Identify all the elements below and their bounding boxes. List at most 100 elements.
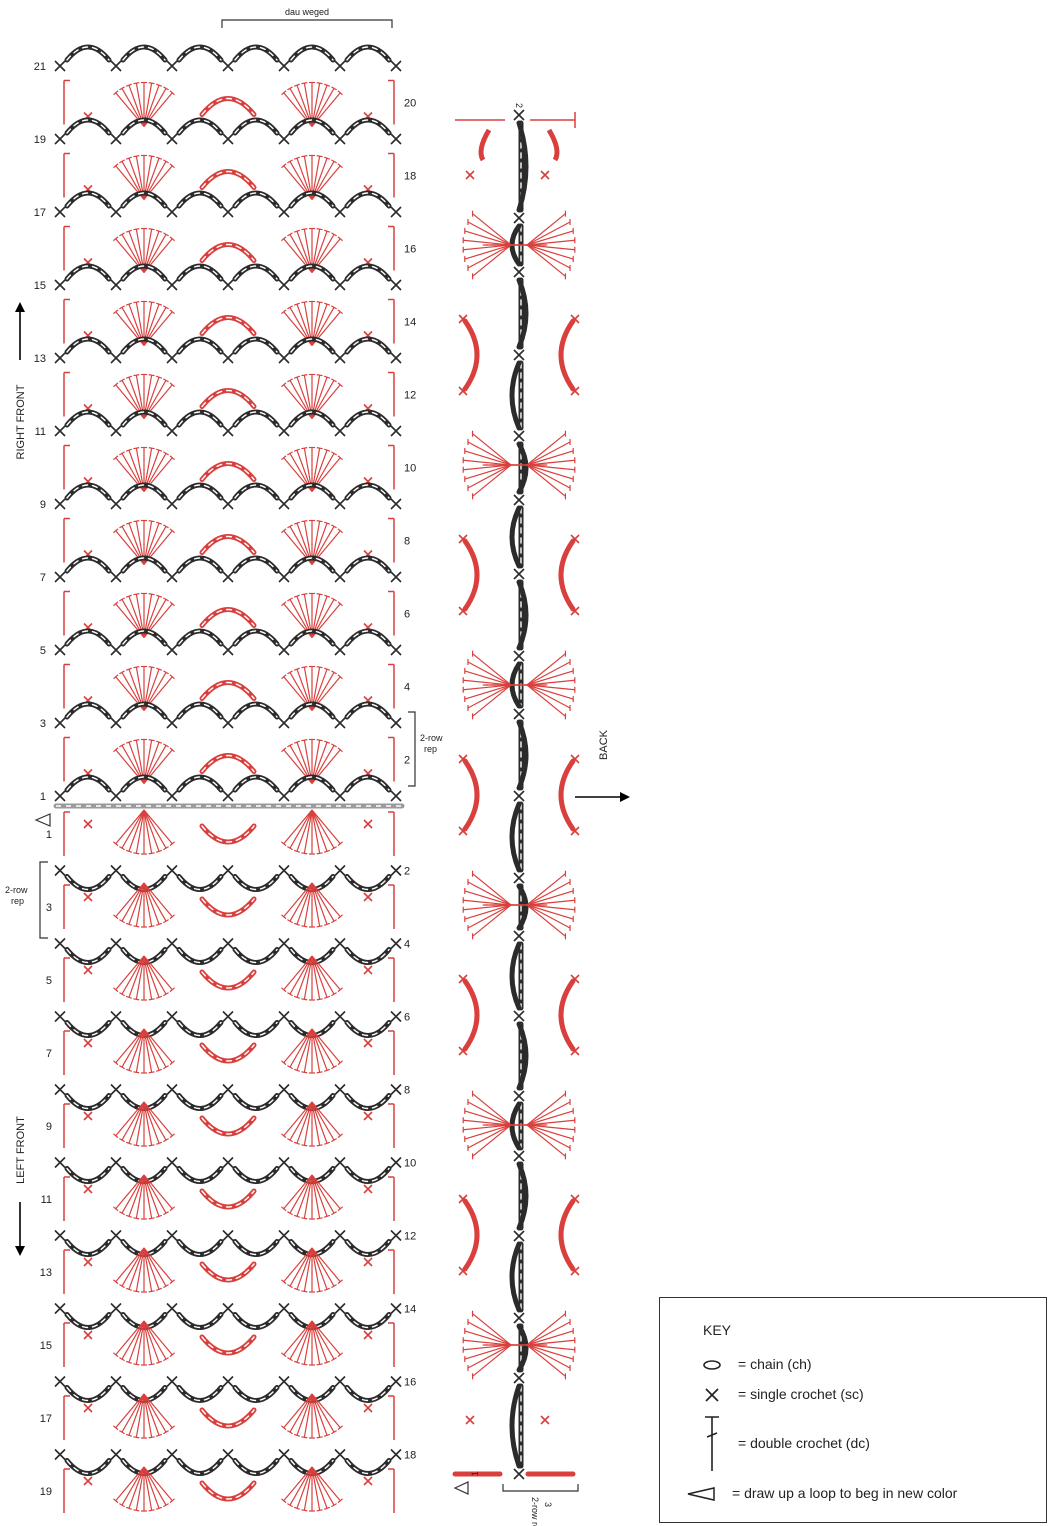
left-front-label-group: LEFT FRONT — [15, 1116, 27, 1256]
dc-stitch — [296, 1320, 313, 1363]
chain-arc-detail — [234, 411, 278, 426]
dc-top — [287, 232, 293, 237]
dc-stitch — [311, 1247, 335, 1287]
dc-stitch — [135, 882, 145, 927]
sc-mark — [166, 1156, 178, 1169]
back-dc-stitch — [526, 244, 574, 260]
row-number: 2 — [404, 866, 410, 878]
dc-top — [287, 1138, 293, 1143]
dc-top — [133, 1290, 140, 1293]
sc-mark — [570, 1266, 580, 1276]
dc-top — [331, 86, 337, 91]
back-dc-stitch — [526, 899, 575, 906]
dc-top — [169, 382, 175, 388]
chain-arc-detail — [346, 1313, 390, 1329]
sc-mark — [334, 133, 346, 145]
dc-top — [331, 378, 337, 383]
dc-top — [156, 667, 163, 671]
sc-mark — [334, 1156, 346, 1169]
chain-arc-detail — [178, 1386, 222, 1402]
back-chain-arc — [516, 579, 529, 651]
dc-stitch — [303, 955, 313, 1000]
back-dc-stitch — [526, 881, 571, 906]
row-number: 14 — [404, 1304, 416, 1316]
dc-top — [148, 852, 155, 855]
dc-top — [133, 1436, 140, 1439]
dc-top — [133, 739, 140, 742]
dc-stitch — [115, 1320, 145, 1356]
dc-top — [287, 159, 293, 164]
dc-top — [287, 1065, 293, 1070]
dc-stitch — [311, 1174, 341, 1210]
dc-stitch — [311, 1174, 335, 1214]
sc-mark — [54, 571, 66, 583]
dc-top — [125, 156, 132, 160]
dc-top — [287, 1284, 293, 1289]
back-dc-stitch — [472, 213, 512, 246]
back-dc-stitch — [526, 459, 575, 466]
dc-top — [301, 1436, 308, 1439]
chain-arc-detail — [290, 192, 334, 207]
back-row-bottom: 1 — [470, 1471, 480, 1476]
dc-stitch — [289, 1466, 313, 1506]
dc-top — [301, 155, 308, 158]
back-red-chain — [462, 978, 480, 1052]
dc-stitch — [303, 882, 313, 927]
sc-mark — [166, 1448, 178, 1461]
dc-top — [324, 521, 331, 525]
dc-stitch — [311, 882, 335, 922]
dc-top — [163, 597, 169, 602]
sc-mark — [278, 279, 290, 291]
sc-mark — [222, 279, 234, 291]
dc-top — [316, 666, 323, 669]
dc-top — [163, 1357, 169, 1362]
back-dc-stitch — [526, 890, 574, 906]
chain-arc-detail — [66, 776, 110, 791]
back-dc-stitch — [463, 899, 512, 906]
dc-top — [133, 666, 140, 669]
row-number: 18 — [404, 1450, 416, 1462]
chain-arc-detail — [66, 875, 110, 891]
sc-mark — [83, 1257, 93, 1267]
dc-top — [156, 229, 163, 233]
chain-arc-detail — [201, 389, 255, 408]
row-number: 6 — [404, 1012, 410, 1024]
dc-top — [301, 1217, 308, 1220]
dc-stitch — [143, 809, 173, 845]
dc-top — [113, 382, 119, 388]
dc-top — [331, 1284, 337, 1289]
sc-mark — [334, 1375, 346, 1388]
sc-mark — [110, 1083, 122, 1096]
dc-stitch — [143, 809, 160, 852]
back-red-chain — [558, 1198, 576, 1272]
dc-top — [316, 447, 323, 450]
dc-top — [316, 155, 323, 158]
dc-stitch — [311, 1466, 341, 1502]
dc-stitch — [303, 1247, 313, 1292]
back-label-group: BACK — [575, 729, 630, 802]
sc-mark — [278, 1375, 290, 1388]
back-dc-stitch — [467, 1101, 512, 1126]
dc-top — [324, 1141, 331, 1145]
dc-stitch — [283, 1320, 313, 1356]
sc-mark — [334, 1448, 346, 1461]
key-row-draw-loop: = draw up a loop to beg in new color — [660, 1479, 1048, 1509]
dc-top — [169, 528, 175, 534]
dc-top — [169, 1425, 175, 1431]
back-dc-stitch — [463, 1339, 512, 1346]
dc-top — [148, 374, 155, 377]
chain-arc-detail — [178, 1313, 222, 1329]
dc-top — [324, 1068, 331, 1072]
back-dc-stitch — [526, 1124, 566, 1157]
sc-mark — [390, 644, 402, 656]
key-box: KEY = chain (ch) = single crochet (sc) =… — [659, 1297, 1047, 1523]
sc-mark — [83, 892, 93, 902]
sc-mark — [222, 571, 234, 583]
back-dc-stitch — [526, 1124, 574, 1140]
sc-mark — [83, 1111, 93, 1121]
chain-arc-detail — [66, 948, 110, 964]
chain-arc-detail — [178, 119, 222, 134]
dc-top — [133, 374, 140, 377]
sc-mark — [334, 206, 346, 218]
back-label: BACK — [598, 729, 610, 760]
